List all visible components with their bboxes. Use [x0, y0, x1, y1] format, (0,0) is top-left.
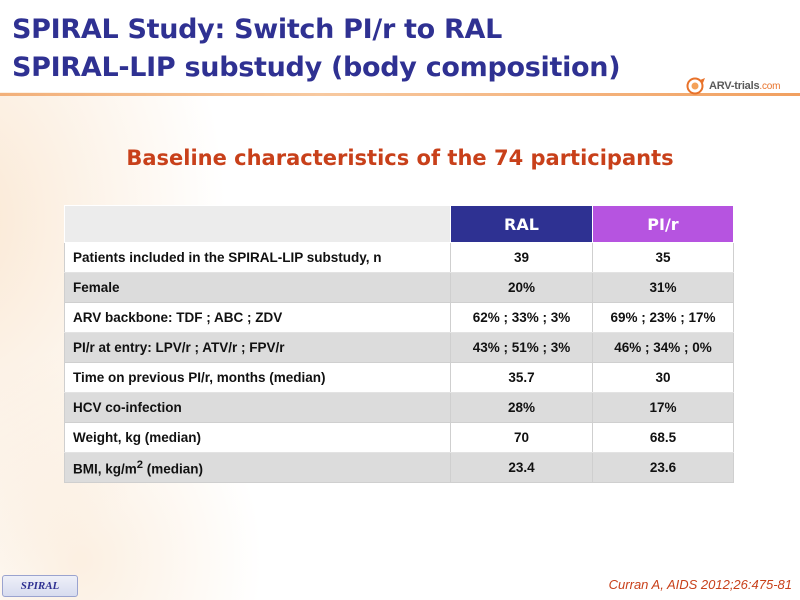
pir-value: 69% ; 23% ; 17%: [592, 302, 734, 333]
table-row: HCV co-infection 28% 17%: [64, 392, 734, 423]
table-row: PI/r at entry: LPV/r ; ATV/r ; FPV/r 43%…: [64, 332, 734, 363]
table-row: Time on previous PI/r, months (median) 3…: [64, 362, 734, 393]
logo-wordmark: ARV-trials.com: [709, 80, 780, 92]
bmi-label-suffix: (median): [143, 461, 204, 477]
ral-value: 23.4: [450, 452, 593, 483]
baseline-characteristics-table: RAL PI/r Patients included in the SPIRAL…: [64, 205, 734, 483]
ral-value: 35.7: [450, 362, 593, 393]
pir-value: 68.5: [592, 422, 734, 453]
table-row: Weight, kg (median) 70 68.5: [64, 422, 734, 453]
ral-value: 43% ; 51% ; 3%: [450, 332, 593, 363]
row-label: Female: [64, 272, 451, 303]
table-header-row: RAL PI/r: [64, 205, 734, 243]
slide-title-line-1: SPIRAL Study: Switch PI/r to RAL: [12, 14, 503, 45]
table-row: ARV backbone: TDF ; ABC ; ZDV 62% ; 33% …: [64, 302, 734, 333]
ral-value: 39: [450, 242, 593, 273]
row-label: Patients included in the SPIRAL-LIP subs…: [64, 242, 451, 273]
bmi-label-text: BMI, kg/m: [73, 461, 137, 477]
title-divider: [0, 93, 800, 96]
logo-domain: .com: [759, 81, 781, 92]
pir-value: 31%: [592, 272, 734, 303]
row-label: ARV backbone: TDF ; ABC ; ZDV: [64, 302, 451, 333]
row-label: Time on previous PI/r, months (median): [64, 362, 451, 393]
header-ral: RAL: [450, 205, 593, 243]
row-label: BMI, kg/m2 (median): [64, 452, 451, 483]
row-label: HCV co-infection: [64, 392, 451, 423]
table-row: Female 20% 31%: [64, 272, 734, 303]
pir-value: 46% ; 34% ; 0%: [592, 332, 734, 363]
header-blank-cell: [64, 205, 451, 243]
ral-value: 70: [450, 422, 593, 453]
ral-value: 20%: [450, 272, 593, 303]
pir-value: 17%: [592, 392, 734, 423]
table-row: Patients included in the SPIRAL-LIP subs…: [64, 242, 734, 273]
pir-value: 23.6: [592, 452, 734, 483]
table-heading: Baseline characteristics of the 74 parti…: [126, 146, 674, 170]
header-pir: PI/r: [592, 205, 734, 243]
row-label: PI/r at entry: LPV/r ; ATV/r ; FPV/r: [64, 332, 451, 363]
slide-title-line-2: SPIRAL-LIP substudy (body composition): [12, 52, 621, 83]
arv-logo-icon: [686, 77, 705, 95]
pir-value: 30: [592, 362, 734, 393]
citation: Curran A, AIDS 2012;26:475-81: [608, 577, 792, 592]
header-band: [0, 0, 800, 92]
row-label: Weight, kg (median): [64, 422, 451, 453]
table-row: BMI, kg/m2 (median) 23.4 23.6: [64, 452, 734, 483]
ral-value: 28%: [450, 392, 593, 423]
pir-value: 35: [592, 242, 734, 273]
arv-trials-logo: ARV-trials.com: [686, 76, 780, 96]
ral-value: 62% ; 33% ; 3%: [450, 302, 593, 333]
study-tag: SPIRAL: [2, 575, 78, 597]
bmi-label-superscript: 2: [136, 458, 144, 471]
logo-text: ARV-trials: [709, 80, 760, 92]
